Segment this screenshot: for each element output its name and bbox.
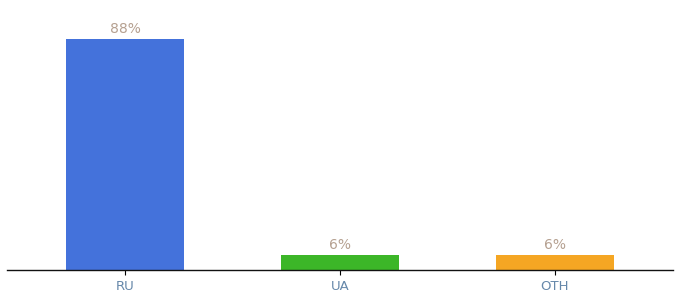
Text: 6%: 6% — [544, 238, 566, 252]
Text: 6%: 6% — [329, 238, 351, 252]
Bar — [281, 254, 399, 270]
Text: 88%: 88% — [109, 22, 141, 36]
Bar — [66, 39, 184, 270]
Bar — [496, 254, 614, 270]
